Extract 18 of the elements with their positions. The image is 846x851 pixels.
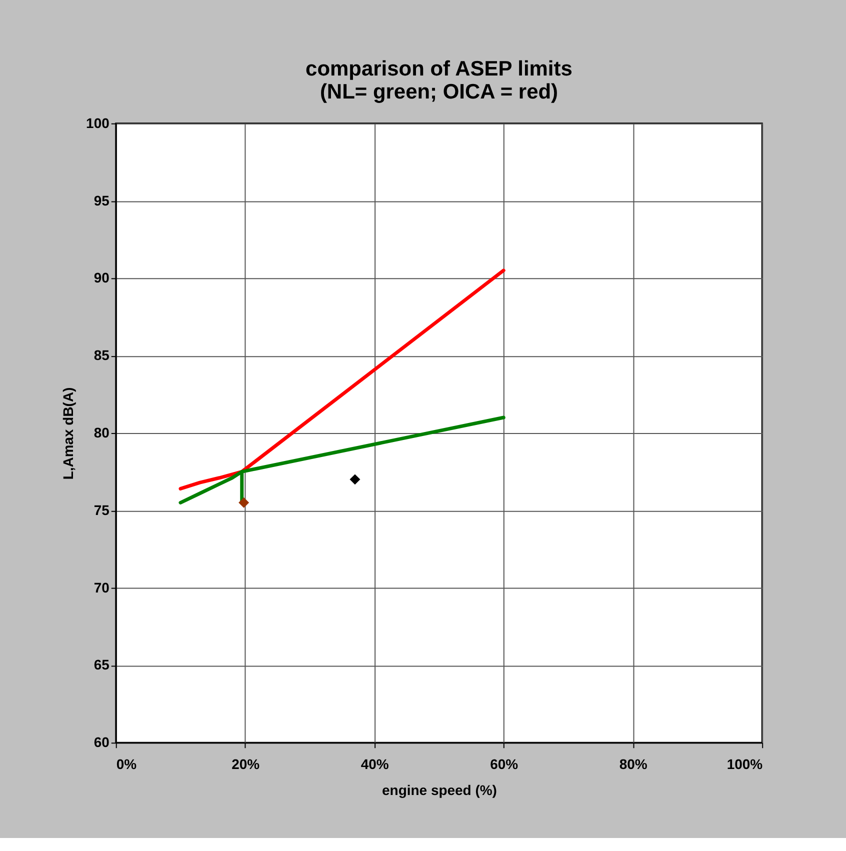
y-axis-title: L,Amax dB(A): [60, 387, 76, 480]
y-tick-label: 90: [94, 270, 110, 286]
x-tick-label: 80%: [619, 756, 648, 772]
x-tick-label: 0%: [116, 756, 138, 772]
x-axis-title: engine speed (%): [382, 782, 497, 798]
x-tick-label: 20%: [232, 756, 260, 772]
y-tick-label: 85: [94, 347, 110, 364]
y-tick-label: 70: [94, 579, 110, 596]
y-tick-label: 80: [94, 424, 110, 440]
x-tick-label: 100%: [726, 756, 764, 772]
y-tick-label: 60: [94, 734, 110, 750]
x-tick-label: 40%: [360, 756, 390, 772]
y-tick-label: 100: [86, 114, 110, 131]
x-tick-label: 60%: [490, 756, 519, 772]
y-tick-label: 65: [94, 656, 110, 673]
chart-title: comparison of ASEP limits (NL= green; OICA = red): [306, 57, 572, 104]
y-tick-label: 75: [94, 502, 110, 518]
y-tick-label: 95: [94, 192, 110, 208]
